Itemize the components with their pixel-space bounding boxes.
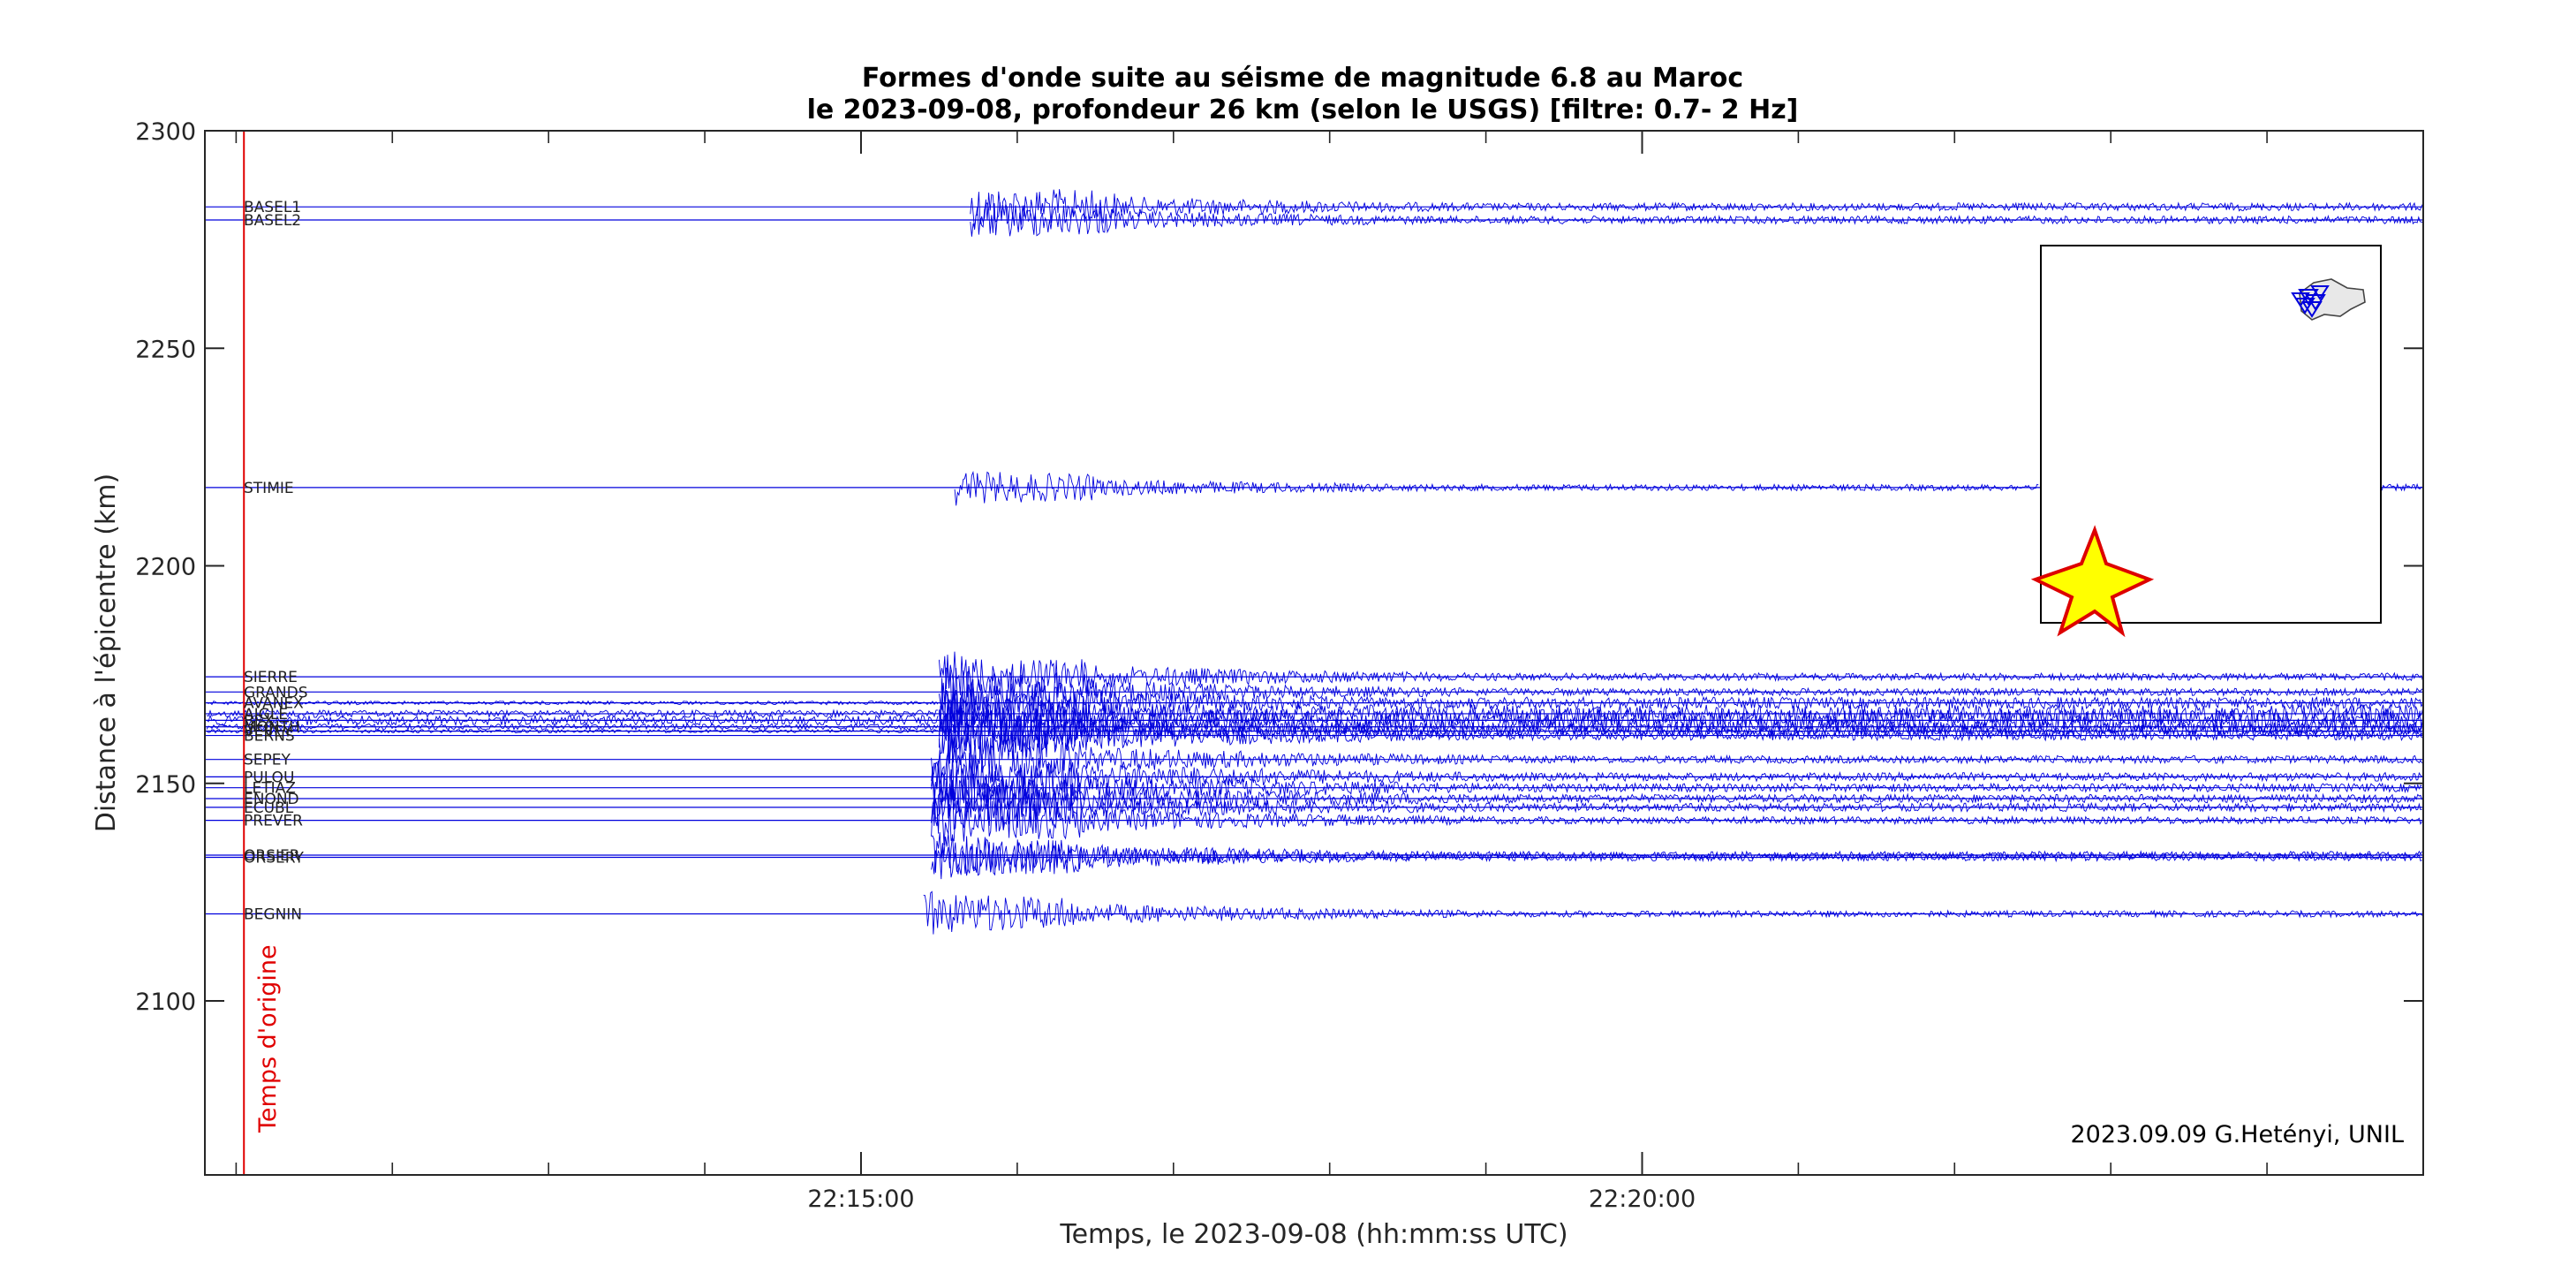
station-waveform [970,201,2423,237]
station-waveform [931,783,2422,834]
station-label: BERNS [244,728,295,746]
y-tick-label: 2300 [135,118,196,146]
x-tick-label: 22:20:00 [1589,1186,1696,1213]
station-waveform [954,470,2423,506]
station-waveform [931,834,2422,880]
station-noise [206,700,939,706]
station-label: BASEL2 [244,212,301,230]
credit-label: 2023.09.09 G.Hetényi, UNIL [2070,1121,2404,1148]
station-label: PREVER [244,813,303,830]
station-label: ORSIER [244,847,300,865]
y-tick-label: 2100 [135,989,196,1016]
station-waveform [931,760,2422,817]
origin-time-label: Temps d'origine [254,944,282,1133]
station-waveform [938,705,2423,766]
y-tick-label: 2150 [135,771,196,799]
station-label: ORSERY [244,849,304,867]
chart-title: Formes d'onde suite au séisme de magnitu… [862,63,1743,94]
station-label: ENOND [244,791,299,808]
location-inset-map [2030,245,2382,638]
station-label: PULOU [244,769,294,786]
station-label: BEGNIN [244,906,302,924]
plot-frame [204,130,2424,1176]
origin-time-marker: Temps d'origine [243,131,282,1175]
station-waveform [938,651,2423,698]
station-label: SIERRE [244,669,298,686]
station-label: MONTH [244,719,300,737]
station-label: BASEL1 [244,199,301,216]
station-label: ECUBL [244,799,294,817]
station-noise [206,722,939,731]
station-noise [206,728,939,734]
station-triangles-icon [2291,285,2330,318]
station-waveform [931,798,2422,845]
chart-subtitle: le 2023-09-08, profondeur 26 km (selon l… [807,95,1799,125]
y-tick-label: 2200 [135,554,196,581]
station-label: AVANEX [244,695,304,713]
station-label: GRANDS [244,684,308,701]
station-label: BEX [244,712,274,730]
station-waveform [938,667,2423,716]
station-waveform [931,751,2422,803]
station-waveform [931,732,2422,787]
station-noise [206,708,938,719]
station-waveform [938,678,2423,731]
waveform-traces [205,189,2423,935]
station-waveform [938,697,2423,754]
y-axis-label: Distance à l'épicentre (km) [91,474,122,832]
epicenter-star-icon [2030,525,2155,638]
station-waveform [931,769,2423,827]
station-waveform [923,890,2423,935]
station-label: SEPEY [244,752,291,769]
station-waveform [970,189,2423,231]
station-waveform [938,692,2423,748]
axis-ticks: 2100 2150 2200 2250 2300 22:15:00 22:20:00 [135,118,2424,1213]
station-label: AIGLE [244,706,288,724]
x-tick-label: 22:15:00 [807,1186,914,1213]
y-tick-label: 2250 [135,336,196,363]
x-axis-label: Temps, le 2023-09-08 (hh:mm:ss UTC) [1059,1219,1568,1250]
station-noise [206,714,939,727]
station-label: STIMIE [244,480,294,497]
station-label: VEVEY [244,724,293,741]
station-label: LETIAZ [244,780,296,798]
